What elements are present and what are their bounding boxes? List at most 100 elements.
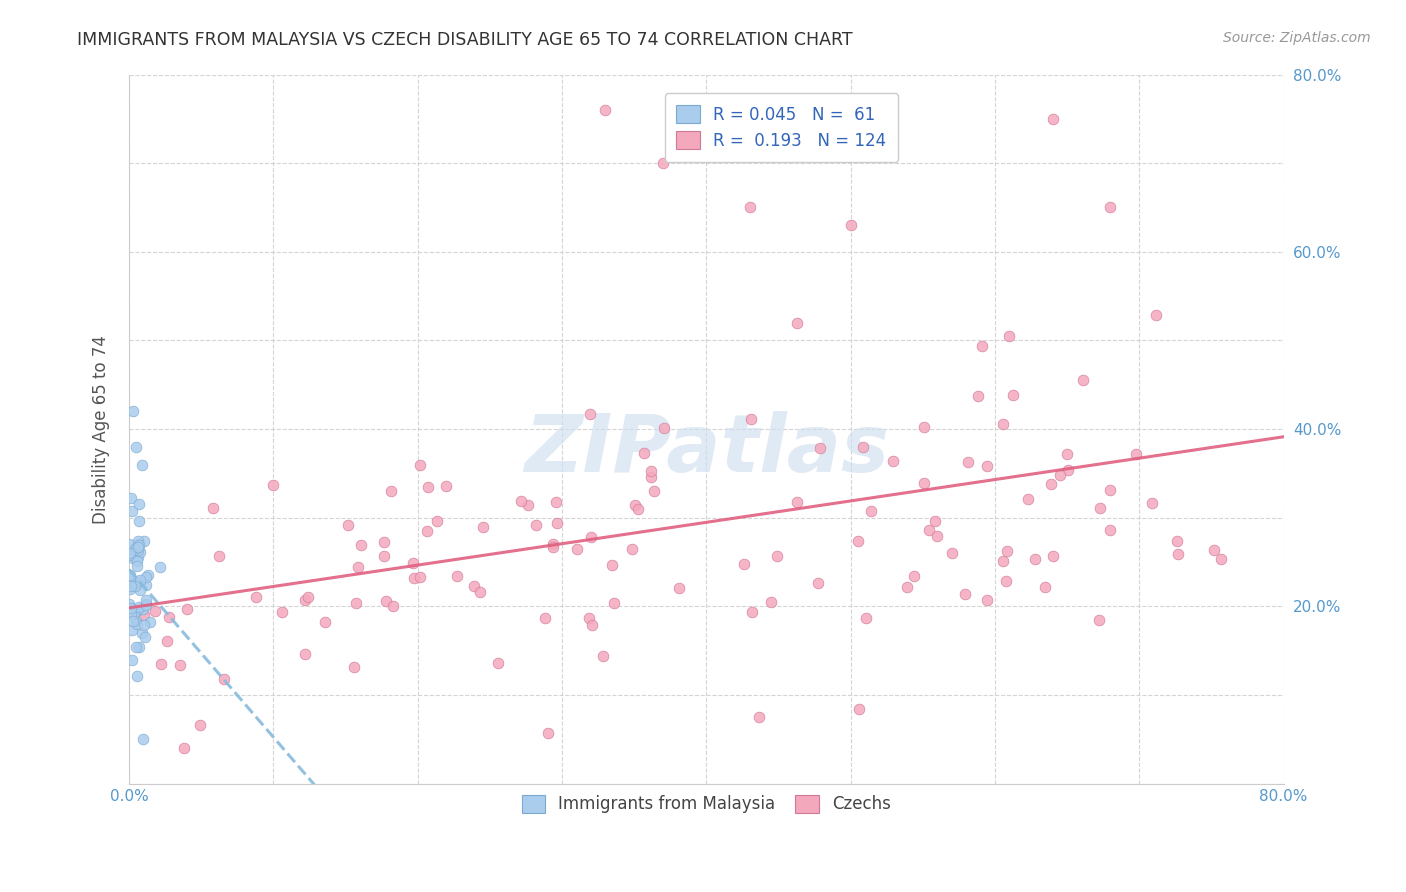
Point bbox=[125, 640, 148, 654]
Point bbox=[534, 610, 557, 624]
Point bbox=[294, 593, 316, 607]
Point bbox=[627, 502, 650, 516]
Point bbox=[903, 568, 925, 582]
Point bbox=[541, 537, 564, 551]
Point bbox=[912, 420, 935, 434]
Point bbox=[120, 600, 142, 615]
Point bbox=[748, 710, 770, 724]
Point bbox=[402, 571, 425, 585]
Point bbox=[118, 597, 141, 611]
Point bbox=[993, 417, 1015, 431]
Point bbox=[416, 480, 439, 494]
Point bbox=[122, 615, 145, 629]
Point bbox=[995, 574, 1018, 589]
Point bbox=[995, 543, 1018, 558]
Point bbox=[169, 657, 191, 672]
Point bbox=[537, 726, 560, 740]
Point bbox=[1140, 496, 1163, 510]
Point bbox=[402, 556, 425, 570]
Point bbox=[652, 156, 675, 170]
Point bbox=[896, 580, 918, 594]
Point bbox=[131, 602, 153, 616]
Point bbox=[1125, 446, 1147, 460]
Point bbox=[373, 534, 395, 549]
Point bbox=[125, 559, 148, 574]
Point bbox=[486, 656, 509, 670]
Point bbox=[132, 534, 155, 549]
Point bbox=[733, 557, 755, 571]
Point bbox=[807, 575, 830, 590]
Point bbox=[128, 599, 150, 614]
Point bbox=[176, 602, 198, 616]
Point bbox=[128, 538, 150, 552]
Point bbox=[633, 446, 655, 460]
Point bbox=[652, 421, 675, 435]
Point bbox=[1088, 613, 1111, 627]
Point bbox=[595, 103, 617, 117]
Point bbox=[738, 201, 761, 215]
Point bbox=[972, 339, 994, 353]
Point bbox=[132, 618, 155, 632]
Point bbox=[912, 475, 935, 490]
Point bbox=[1209, 552, 1232, 566]
Point bbox=[118, 571, 141, 585]
Point bbox=[1099, 201, 1122, 215]
Point bbox=[132, 607, 155, 622]
Point bbox=[124, 578, 146, 592]
Point bbox=[294, 647, 316, 661]
Point bbox=[118, 568, 141, 582]
Point bbox=[510, 494, 533, 508]
Point bbox=[127, 543, 149, 558]
Point bbox=[121, 624, 143, 638]
Point bbox=[382, 599, 405, 613]
Point bbox=[139, 615, 162, 630]
Point bbox=[426, 514, 449, 528]
Point bbox=[128, 575, 150, 590]
Point bbox=[128, 640, 150, 654]
Point bbox=[150, 657, 173, 671]
Point bbox=[135, 578, 157, 592]
Point bbox=[120, 549, 142, 563]
Point bbox=[245, 590, 267, 604]
Point bbox=[127, 533, 149, 548]
Point bbox=[118, 537, 141, 551]
Point bbox=[131, 458, 153, 472]
Point bbox=[1042, 112, 1064, 126]
Point bbox=[202, 501, 225, 516]
Point bbox=[128, 544, 150, 558]
Point bbox=[157, 610, 180, 624]
Point bbox=[925, 529, 948, 543]
Point bbox=[766, 549, 789, 563]
Point bbox=[468, 584, 491, 599]
Point bbox=[976, 458, 998, 473]
Point bbox=[967, 389, 990, 403]
Point bbox=[953, 587, 976, 601]
Point bbox=[846, 533, 869, 548]
Point bbox=[592, 649, 614, 664]
Point bbox=[156, 633, 179, 648]
Point bbox=[129, 582, 152, 597]
Point bbox=[1056, 447, 1078, 461]
Point bbox=[337, 517, 360, 532]
Point bbox=[124, 577, 146, 591]
Point bbox=[373, 549, 395, 564]
Point bbox=[138, 568, 160, 582]
Point bbox=[121, 550, 143, 565]
Point bbox=[579, 407, 602, 421]
Point bbox=[314, 615, 336, 629]
Point bbox=[408, 570, 430, 584]
Point bbox=[188, 717, 211, 731]
Point bbox=[135, 598, 157, 612]
Point bbox=[135, 570, 157, 584]
Point bbox=[668, 582, 690, 596]
Point bbox=[134, 631, 156, 645]
Point bbox=[998, 329, 1021, 343]
Point bbox=[578, 611, 600, 625]
Point bbox=[848, 702, 870, 716]
Point bbox=[173, 741, 195, 756]
Point bbox=[127, 603, 149, 617]
Point bbox=[350, 538, 373, 552]
Point bbox=[1017, 492, 1039, 507]
Text: ZIPatlas: ZIPatlas bbox=[524, 411, 889, 490]
Point bbox=[1166, 533, 1188, 548]
